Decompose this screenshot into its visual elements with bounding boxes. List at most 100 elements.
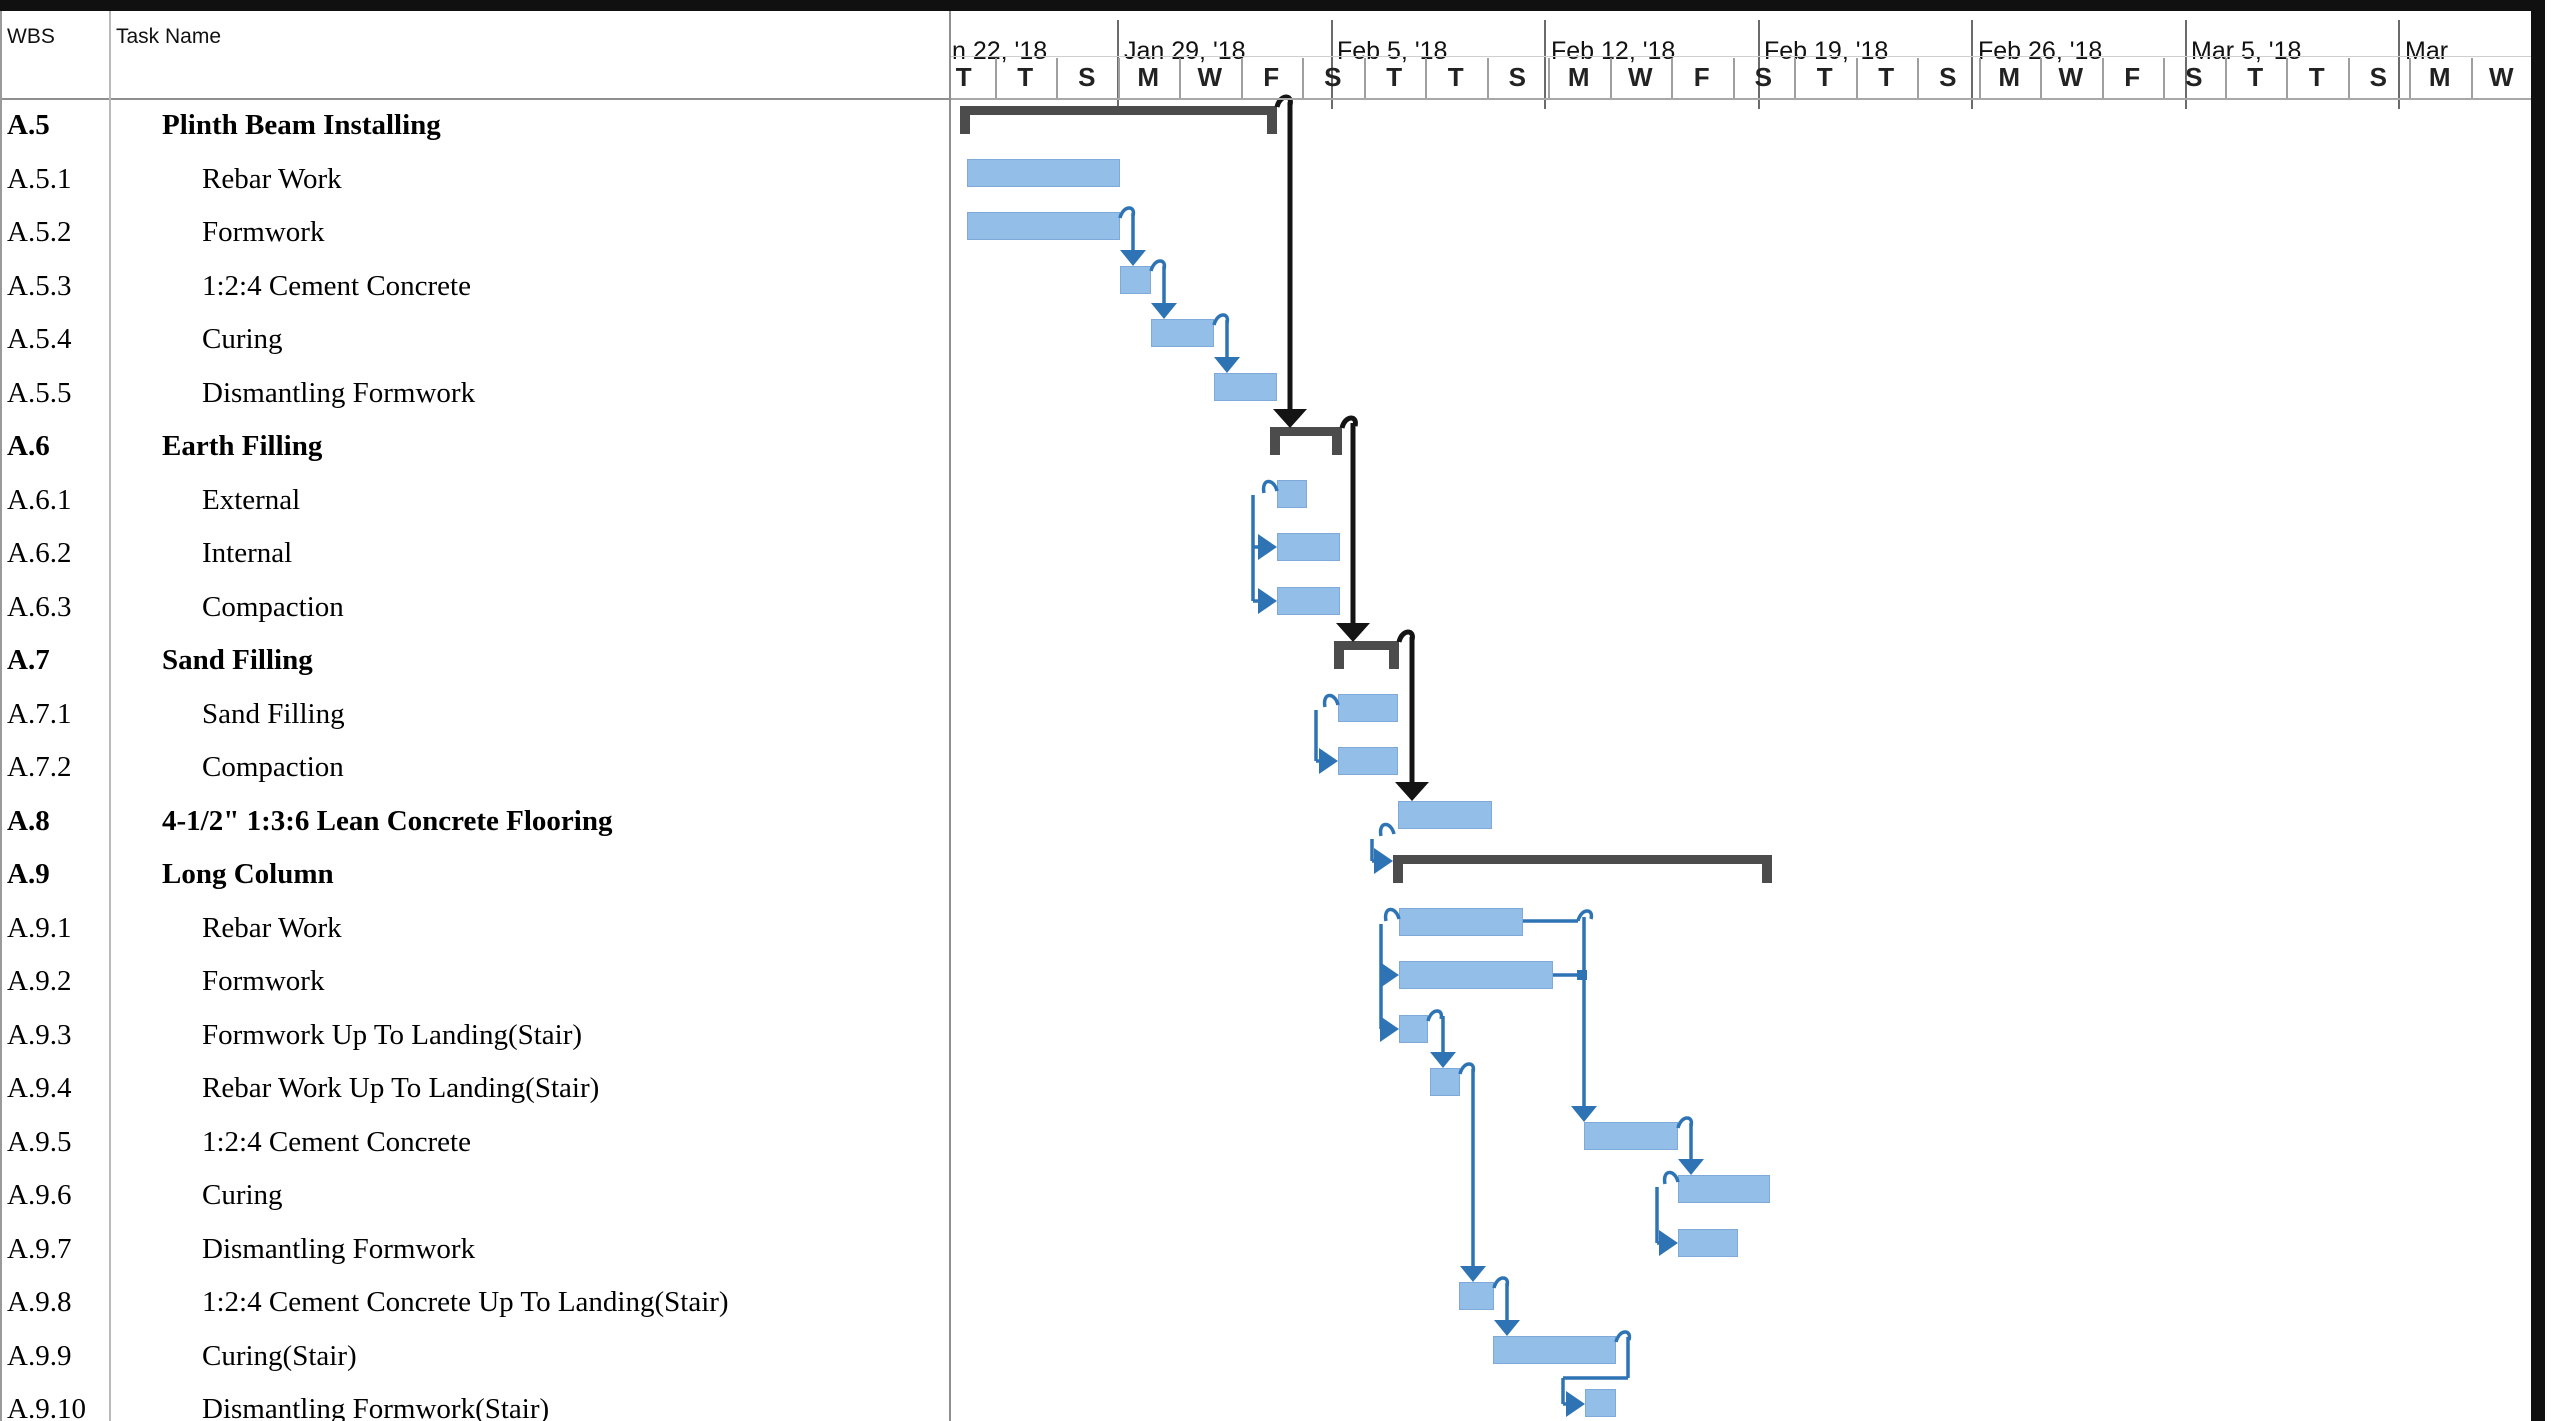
task-row[interactable]: A.7.1 Sand Filling: [0, 688, 950, 743]
wbs-cell: A.5.2: [7, 216, 72, 248]
task-row[interactable]: A.9 Long Column: [0, 849, 950, 904]
task-row[interactable]: A.6.1 External: [0, 474, 950, 529]
day-tick-mark: [2470, 58, 2473, 98]
gantt-bar-task[interactable]: [1678, 1175, 1770, 1203]
task-row[interactable]: A.9.10 Dismantling Formwork(Stair): [0, 1384, 950, 1421]
task-name-cell[interactable]: Dismantling Formwork: [202, 1232, 476, 1265]
gantt-bar-task[interactable]: [1584, 1121, 1678, 1150]
task-row[interactable]: A.7 Sand Filling: [0, 635, 950, 690]
task-name-cell[interactable]: Compaction: [202, 590, 344, 623]
gantt-bar-task[interactable]: [967, 158, 1120, 187]
task-row[interactable]: A.9.5 1:2:4 Cement Concrete: [0, 1116, 950, 1171]
task-row[interactable]: A.9.4 Rebar Work Up To Landing(Stair): [0, 1063, 950, 1118]
task-row[interactable]: A.9.2 Formwork: [0, 956, 950, 1011]
gantt-bar-task[interactable]: [1493, 1335, 1616, 1364]
task-name-cell[interactable]: Dismantling Formwork(Stair): [202, 1393, 550, 1421]
task-row[interactable]: A.5 Plinth Beam Installing: [0, 100, 950, 155]
column-header-wbs[interactable]: WBS: [7, 25, 55, 48]
task-name-cell[interactable]: Sand Filling: [202, 697, 345, 730]
gantt-bar-task[interactable]: [1585, 1389, 1616, 1417]
gantt-bar-task[interactable]: [1338, 693, 1398, 722]
task-name-cell[interactable]: Earth Filling: [162, 430, 323, 462]
wbs-column-divider[interactable]: [109, 11, 111, 1421]
task-name-cell[interactable]: 1:2:4 Cement Concrete Up To Landing(Stai…: [202, 1286, 729, 1318]
table-header-border: [0, 98, 950, 100]
task-row[interactable]: A.9.3 Formwork Up To Landing(Stair): [0, 1009, 950, 1064]
gantt-bar-task[interactable]: [1120, 265, 1151, 294]
day-tick-mark: [1548, 58, 1550, 98]
task-name-cell[interactable]: Rebar Work Up To Landing(Stair): [202, 1072, 600, 1104]
task-row[interactable]: A.6.2 Internal: [0, 528, 950, 583]
task-row[interactable]: A.6 Earth Filling: [0, 421, 950, 476]
task-name-cell[interactable]: Formwork Up To Landing(Stair): [202, 1018, 583, 1051]
wbs-cell: A.7: [7, 644, 50, 676]
task-table-pane: WBS Task Name A.5 Plinth Beam Installing A…: [0, 11, 950, 1421]
task-name-cell[interactable]: 1:2:4 Cement Concrete: [202, 1125, 471, 1158]
gantt-bar-task[interactable]: [1277, 533, 1340, 561]
task-name-cell[interactable]: Formwork: [202, 216, 325, 248]
table-chart-divider[interactable]: [949, 11, 951, 1421]
gantt-bar-task[interactable]: [1398, 800, 1492, 829]
week-tick-mark: [1331, 20, 1333, 109]
column-header-task-name[interactable]: Task Name: [116, 25, 222, 48]
gantt-bar-task[interactable]: [967, 212, 1120, 240]
task-row[interactable]: A.8 4-1/2" 1:3:6 Lean Concrete Flooring: [0, 795, 950, 850]
task-name-cell[interactable]: External: [202, 483, 301, 516]
gantt-bar-task[interactable]: [1459, 1282, 1494, 1310]
timescale-week-label: Jan 29, '18: [1124, 37, 1246, 65]
task-name-cell[interactable]: Curing(Stair): [202, 1339, 357, 1372]
task-row[interactable]: A.5.1 Rebar Work: [0, 153, 950, 208]
task-name-cell[interactable]: Sand Filling: [162, 644, 313, 676]
task-row[interactable]: A.5.2 Formwork: [0, 207, 950, 262]
gantt-bar-task[interactable]: [1277, 479, 1307, 508]
gantt-bar-task[interactable]: [1214, 372, 1277, 401]
task-name-cell[interactable]: 4-1/2" 1:3:6 Lean Concrete Flooring: [162, 804, 613, 837]
task-row[interactable]: A.9.6 Curing: [0, 1170, 950, 1225]
task-row[interactable]: A.5.4 Curing: [0, 314, 950, 369]
summary-bar-endcap: [1762, 855, 1772, 883]
gantt-bar-task[interactable]: [1678, 1228, 1738, 1257]
task-row[interactable]: A.9.8 1:2:4 Cement Concrete Up To Landing…: [0, 1277, 950, 1332]
gantt-bar-task[interactable]: [1151, 319, 1214, 347]
task-name-cell[interactable]: Curing: [202, 323, 283, 355]
day-tick-mark: [2347, 58, 2350, 98]
task-name-cell[interactable]: Formwork: [202, 965, 325, 997]
task-name-cell[interactable]: Long Column: [162, 858, 334, 890]
top-border: [0, 0, 2545, 11]
day-tick-mark: [1056, 58, 1058, 98]
task-name-cell[interactable]: Curing: [202, 1179, 283, 1211]
gantt-bar-task[interactable]: [1277, 586, 1340, 615]
task-name-cell[interactable]: Compaction: [202, 751, 344, 783]
gantt-bar-task[interactable]: [1338, 747, 1398, 775]
wbs-cell: A.7.1: [7, 697, 72, 730]
wbs-cell: A.5.4: [7, 323, 72, 355]
task-name-cell[interactable]: Rebar Work: [202, 162, 342, 195]
wbs-cell: A.6: [7, 430, 50, 462]
timescale-day-label: S: [2185, 62, 2203, 92]
task-name-cell[interactable]: Internal: [202, 537, 293, 569]
gantt-bar-task[interactable]: [1399, 961, 1553, 989]
task-row[interactable]: A.5.5 Dismantling Formwork: [0, 367, 950, 422]
summary-bar-endcap: [1389, 641, 1399, 669]
task-row[interactable]: A.9.1 Rebar Work: [0, 902, 950, 957]
gantt-bar-summary[interactable]: [1334, 641, 1399, 650]
gantt-bar-task[interactable]: [1430, 1068, 1460, 1096]
task-rows-container: A.5 Plinth Beam Installing A.5.1 Rebar Work…: [0, 11, 950, 1421]
timescale-week-label: Mar: [2405, 37, 2449, 65]
task-name-cell[interactable]: Plinth Beam Installing: [162, 109, 441, 141]
gantt-bar-summary[interactable]: [1270, 427, 1342, 436]
task-row[interactable]: A.5.3 1:2:4 Cement Concrete: [0, 260, 950, 315]
task-name-cell[interactable]: 1:2:4 Cement Concrete: [202, 269, 471, 302]
gantt-bar-summary[interactable]: [1393, 855, 1772, 864]
gantt-bar-summary[interactable]: [960, 106, 1277, 115]
task-name-cell[interactable]: Rebar Work: [202, 911, 342, 944]
task-row[interactable]: A.9.9 Curing(Stair): [0, 1330, 950, 1385]
task-row[interactable]: A.7.2 Compaction: [0, 742, 950, 797]
gantt-bar-task[interactable]: [1399, 1014, 1428, 1043]
gantt-bar-task[interactable]: [1399, 907, 1523, 936]
day-tick-mark: [2040, 58, 2042, 98]
task-name-cell[interactable]: Dismantling Formwork: [202, 376, 476, 409]
